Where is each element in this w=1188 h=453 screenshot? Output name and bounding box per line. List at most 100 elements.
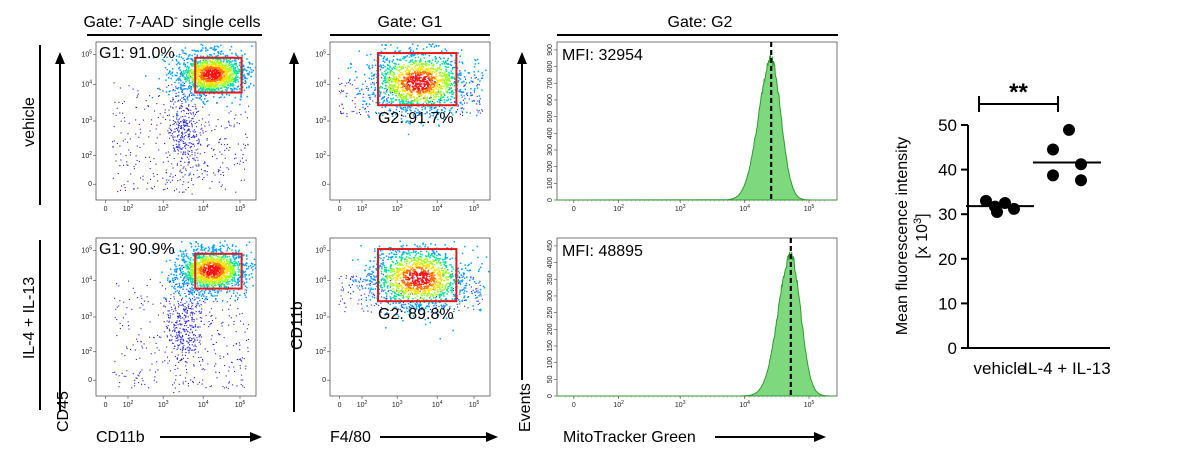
cd45-cd11b-plot-il4-event	[216, 300, 218, 303]
cd45-cd11b-plot-il4-event	[191, 298, 194, 300]
cd45-cd11b-plot-vehicle-dense-event	[174, 81, 176, 84]
cd45-cd11b-plot-il4-dense-event	[178, 282, 181, 285]
cd11b-f480-plot-vehicle-dense-event	[451, 68, 454, 70]
cd45-cd11b-plot-vehicle-dense-event	[212, 58, 214, 60]
cd45-cd11b-plot-il4-event	[125, 313, 127, 315]
cd45-cd11b-plot-il4-event	[188, 334, 190, 336]
cd45-cd11b-plot-vehicle-event	[187, 129, 189, 131]
cd11b-f480-plot-vehicle-dense-event	[405, 96, 407, 98]
cd45-cd11b-plot-vehicle-event	[173, 103, 175, 105]
cd11b-f480-plot-vehicle-dense-event	[426, 83, 429, 86]
cd11b-f480-plot-vehicle-event	[421, 86, 423, 88]
cd11b-f480-plot-vehicle-dense-event	[428, 59, 430, 62]
cd11b-f480-plot-vehicle-event	[386, 88, 388, 90]
cd45-cd11b-plot-vehicle-event	[202, 178, 204, 180]
cd45-cd11b-plot-vehicle-dense-event	[238, 70, 240, 72]
cd45-cd11b-plot-vehicle-event	[117, 191, 119, 193]
cd11b-f480-plot-vehicle-dense-event	[436, 85, 439, 87]
cd11b-f480-plot-vehicle-event	[398, 110, 400, 113]
cd45-cd11b-plot-il4-event	[146, 296, 148, 298]
cd11b-f480-plot-vehicle-dense-event	[424, 69, 427, 72]
cd45-cd11b-plot-vehicle-dense-event	[210, 85, 213, 88]
cd11b-f480-plot-vehicle-event	[409, 94, 411, 96]
cd45-cd11b-plot-il4-event	[200, 356, 202, 358]
cd45-cd11b-plot-il4-event	[209, 311, 211, 313]
cd11b-f480-plot-vehicle-dense-event	[390, 44, 392, 46]
cd11b-f480-plot-vehicle-dense-event	[385, 58, 387, 61]
cd11b-f480-plot-vehicle-dense-event	[451, 96, 454, 98]
cd45-cd11b-plot-il4-event	[193, 345, 195, 347]
cd45-cd11b-plot-vehicle-dense-event	[236, 86, 239, 88]
cd45-cd11b-plot-vehicle-event	[194, 135, 196, 137]
cd45-cd11b-plot-vehicle-dense-event	[175, 58, 178, 61]
cd45-cd11b-plot-vehicle-event	[204, 125, 206, 127]
cd45-cd11b-plot-il4-event	[142, 347, 144, 349]
cd45-cd11b-plot-vehicle-event	[173, 150, 175, 152]
cd11b-f480-plot-vehicle-dense-event	[373, 83, 375, 86]
cd45-cd11b-plot-vehicle-dense-event	[217, 75, 220, 78]
cd11b-f480-plot-vehicle-dense-event	[433, 96, 435, 98]
cd45-cd11b-plot-il4-event	[179, 323, 181, 325]
cd45-cd11b-plot-vehicle-dense-event	[191, 63, 193, 66]
cd45-cd11b-plot-vehicle-event	[173, 157, 175, 160]
cd45-cd11b-plot-vehicle-event	[208, 121, 210, 123]
cd11b-f480-plot-vehicle-dense-event	[396, 106, 398, 108]
cd45-cd11b-plot-vehicle-dense-event	[209, 86, 212, 88]
cd45-cd11b-plot-il4-event	[227, 291, 229, 293]
cd11b-f480-plot-vehicle-dense-event	[412, 114, 415, 116]
cd11b-f480-plot-vehicle-dense-event	[434, 86, 436, 88]
cd45-cd11b-plot-il4-dense-event	[239, 294, 241, 296]
cd45-cd11b-plot-vehicle-dense-event	[186, 61, 189, 64]
cd45-cd11b-plot-vehicle-dense-event	[196, 65, 199, 68]
cd45-cd11b-plot-vehicle-dense-event	[230, 90, 233, 93]
cd45-cd11b-plot-vehicle-dense-event	[223, 76, 225, 79]
cd11b-f480-plot-vehicle-dense-event	[414, 56, 417, 59]
cd11b-f480-plot-vehicle-dense-event	[422, 87, 425, 90]
cd45-cd11b-plot-il4-dense-event	[217, 258, 219, 260]
cd45-cd11b-plot-vehicle-event	[167, 84, 170, 87]
cd11b-f480-plot-vehicle-event	[346, 115, 348, 117]
cd45-cd11b-plot-vehicle-dense-event	[195, 68, 198, 71]
cd11b-f480-plot-vehicle-event	[341, 104, 343, 106]
cd45-cd11b-plot-il4-event	[170, 315, 172, 317]
cd45-cd11b-plot-il4-event	[227, 387, 229, 390]
cd45-cd11b-plot-il4-event	[183, 325, 186, 327]
cd11b-f480-plot-vehicle-dense-event	[436, 81, 438, 83]
cd45-cd11b-plot-vehicle-dense-event	[217, 72, 220, 74]
cd11b-f480-plot-vehicle-dense-event	[394, 50, 396, 53]
cd45-cd11b-plot-vehicle-event	[183, 152, 185, 154]
cd45-cd11b-plot-vehicle-event	[230, 110, 232, 112]
cd11b-f480-plot-vehicle-dense-event	[415, 67, 417, 70]
cd45-cd11b-plot-vehicle-event	[185, 189, 187, 191]
cd45-cd11b-plot-vehicle-dense-event	[186, 96, 189, 99]
cd45-cd11b-plot-vehicle-event	[174, 128, 176, 130]
cd45-cd11b-plot-il4-event	[153, 337, 155, 339]
cd11b-f480-plot-vehicle-dense-event	[426, 87, 428, 89]
cd45-cd11b-plot-vehicle-event	[221, 184, 223, 186]
cd11b-f480-plot-vehicle-dense-event	[413, 81, 416, 83]
cd45-cd11b-plot-il4-event	[194, 335, 196, 337]
cd11b-f480-plot-vehicle-dense-event	[421, 67, 423, 69]
cd11b-f480-plot-vehicle-dense-event	[414, 77, 416, 80]
cd11b-f480-plot-vehicle-dense-event	[447, 63, 450, 65]
cd45-cd11b-plot-vehicle-dense-event	[239, 103, 241, 106]
cd45-cd11b-plot-il4-dense-event	[196, 297, 198, 299]
cd45-cd11b-plot-vehicle-event	[152, 173, 154, 175]
cd45-cd11b-plot-vehicle-event	[186, 144, 188, 146]
cd11b-f480-plot-vehicle-dense-event	[437, 79, 440, 82]
cd11b-f480-plot-vehicle-dense-event	[440, 74, 443, 77]
cd11b-f480-plot-vehicle-dense-event	[400, 79, 403, 82]
cd45-cd11b-plot-il4-event	[175, 340, 177, 342]
cd45-cd11b-plot-vehicle-dense-event	[207, 67, 210, 69]
cd45-cd11b-plot-vehicle-dense-event	[166, 56, 168, 59]
cd11b-f480-plot-vehicle-dense-event	[450, 64, 453, 67]
cd45-cd11b-plot-vehicle-dense-event	[219, 64, 222, 67]
cd45-cd11b-plot-vehicle-dense-event	[250, 68, 253, 71]
cd45-cd11b-plot-il4-event	[182, 340, 184, 342]
cd45-cd11b-plot-vehicle-dense-event	[211, 83, 213, 85]
cd45-cd11b-plot-vehicle-dense-event	[227, 68, 230, 70]
cd11b-f480-plot-vehicle-dense-event	[424, 96, 426, 98]
cd45-cd11b-plot-il4-event	[194, 306, 196, 308]
cd11b-f480-plot-vehicle-dense-event	[358, 50, 361, 52]
cd11b-f480-plot-vehicle-dense-event	[411, 101, 413, 103]
